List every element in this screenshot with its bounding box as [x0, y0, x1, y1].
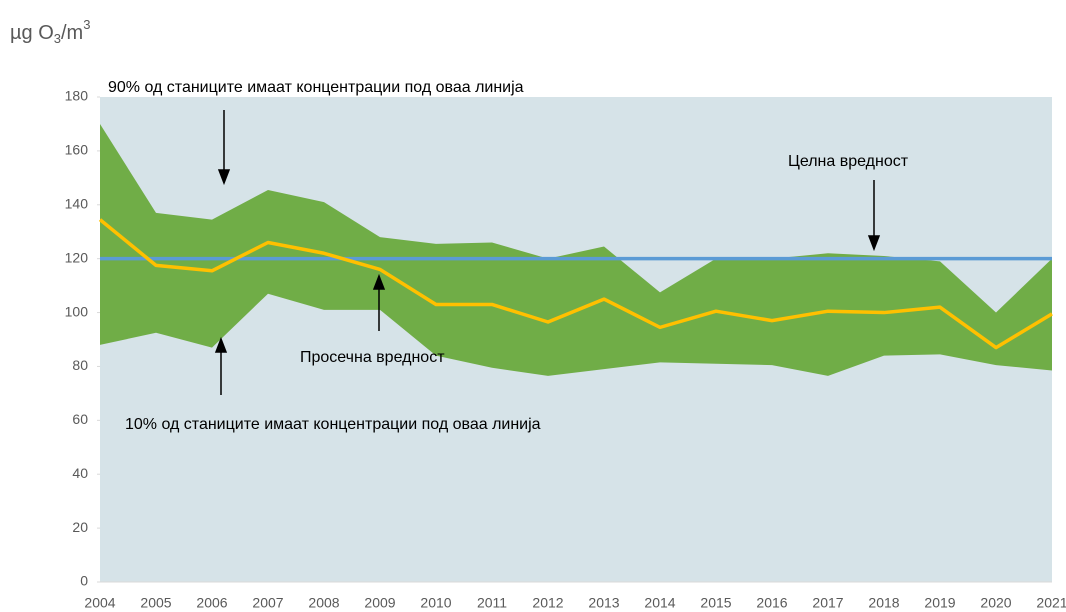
- y-label-main: µg O: [10, 22, 54, 44]
- y-label-sub: 3: [54, 31, 61, 46]
- annotation: 90% од станиците имаат концентрации под …: [108, 79, 524, 96]
- x-tick-label: 2013: [588, 595, 619, 611]
- x-tick-label: 2019: [924, 595, 955, 611]
- line: [98, 218, 1053, 350]
- x-tick-label: 2014: [644, 595, 675, 611]
- x-tick-label: 2006: [196, 595, 227, 611]
- y-tick-label: 40: [72, 465, 88, 481]
- y-tick-label: 60: [72, 411, 88, 427]
- y-tick-label: 140: [65, 195, 89, 211]
- x-tick-label: 2007: [252, 595, 283, 611]
- x-tick-label: 2017: [812, 595, 843, 611]
- area: [100, 293, 1052, 582]
- x-tick-label: 2011: [477, 595, 507, 611]
- x-tick-label: 2015: [700, 595, 731, 611]
- y-label-mid: /m: [61, 22, 83, 44]
- arrow-head: [217, 169, 231, 186]
- x-tick-label: 2005: [140, 595, 171, 611]
- y-tick-label: 20: [72, 519, 88, 535]
- x-tick-label: 2008: [308, 595, 339, 611]
- y-tick-label: 120: [65, 249, 89, 265]
- x-tick-label: 2009: [364, 595, 395, 611]
- x-tick-label: 2018: [868, 595, 899, 611]
- y-tick-label: 180: [65, 88, 89, 104]
- marks: [98, 123, 1053, 583]
- x-tick-label: 2004: [84, 595, 115, 611]
- y-tick-label: 80: [72, 357, 88, 373]
- arrow-head: [214, 336, 228, 353]
- y-axis-label: µg O3/m3: [10, 17, 90, 46]
- x-tick-label: 2021: [1036, 595, 1066, 611]
- arrow-head: [372, 273, 386, 290]
- arrow-head: [867, 235, 881, 252]
- annotation: Просечна вредност: [300, 349, 445, 366]
- x-tick-label: 2016: [756, 595, 787, 611]
- y-label-sup: 3: [83, 17, 90, 32]
- y-tick-label: 0: [80, 573, 88, 589]
- y-tick-label: 160: [65, 142, 89, 158]
- x-tick-label: 2012: [532, 595, 563, 611]
- y-tick-label: 100: [65, 303, 89, 319]
- annotation: Целна вредност: [788, 153, 909, 170]
- arrows: [214, 110, 881, 395]
- x-tick-label: 2010: [420, 595, 451, 611]
- annotation: 10% од станиците имаат концентрации под …: [125, 416, 541, 433]
- x-tick-label: 2020: [980, 595, 1011, 611]
